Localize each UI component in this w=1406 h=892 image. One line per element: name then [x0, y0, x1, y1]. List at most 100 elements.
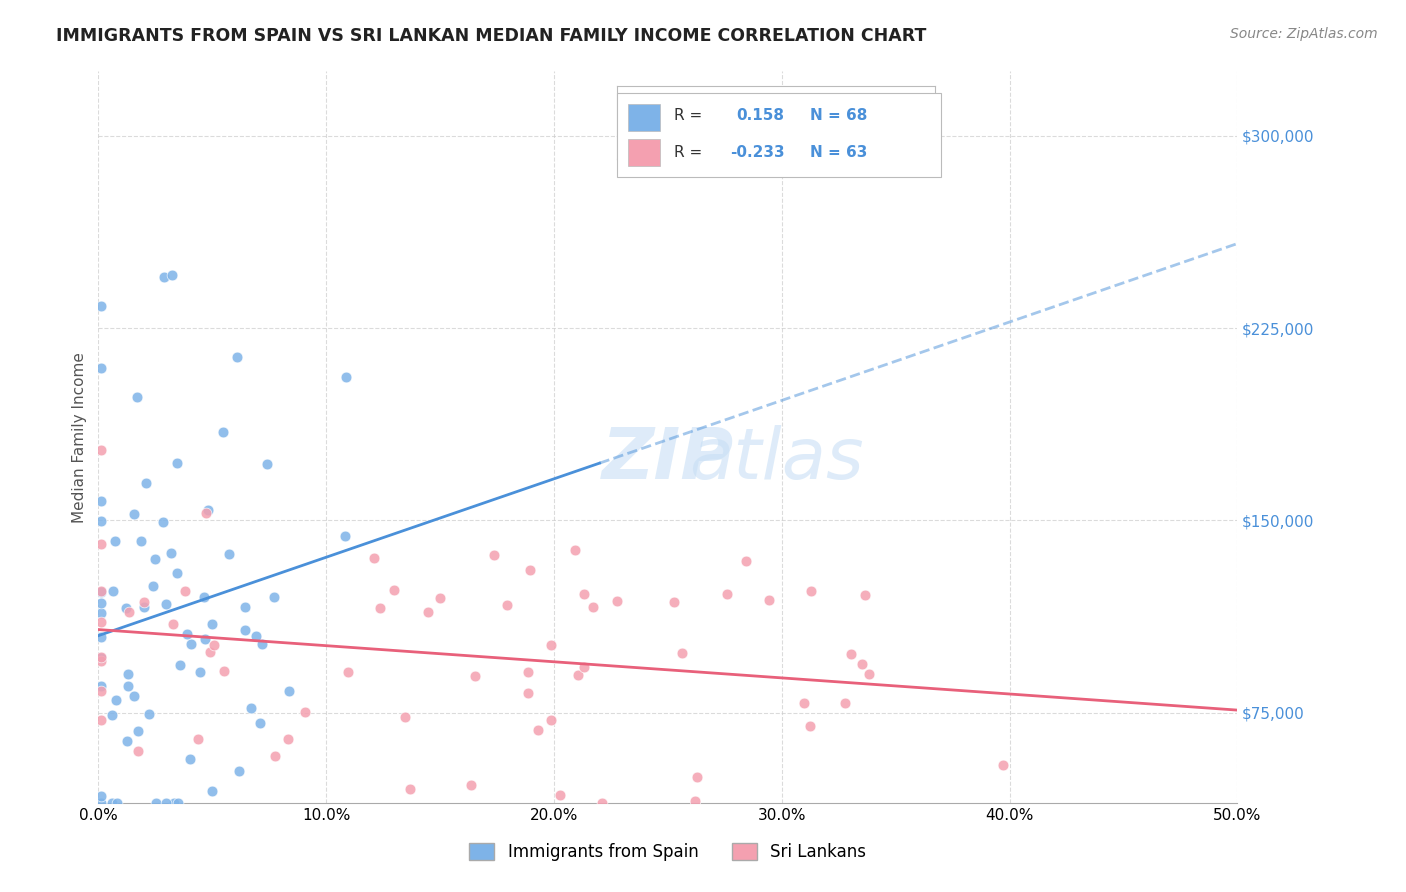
Text: R =: R =	[673, 109, 702, 123]
Point	[228, 764, 250, 778]
Y-axis label: Median Family Income: Median Family Income	[72, 351, 87, 523]
Point	[793, 696, 815, 710]
Point	[101, 584, 124, 599]
Point	[195, 506, 218, 520]
Point	[180, 637, 202, 651]
Point	[194, 632, 217, 647]
Point	[263, 590, 285, 604]
Text: R =: R =	[673, 145, 702, 160]
Point	[90, 713, 112, 727]
Point	[201, 617, 224, 632]
Point	[839, 647, 862, 661]
Text: 0.158: 0.158	[737, 109, 785, 123]
Point	[90, 514, 112, 528]
Point	[800, 584, 823, 599]
Point	[394, 710, 416, 724]
Point	[90, 442, 112, 457]
Point	[834, 696, 856, 710]
Point	[197, 503, 219, 517]
Point	[115, 601, 138, 615]
Point	[162, 616, 184, 631]
Point	[363, 551, 385, 566]
Point	[90, 789, 112, 804]
Point	[277, 731, 299, 746]
Point	[107, 796, 129, 810]
Point	[90, 299, 112, 313]
Point	[683, 795, 706, 809]
Point	[591, 796, 613, 810]
Point	[382, 582, 405, 597]
Point	[264, 749, 287, 764]
Point	[464, 669, 486, 683]
Point	[173, 583, 195, 598]
FancyBboxPatch shape	[617, 94, 941, 178]
FancyBboxPatch shape	[628, 138, 659, 167]
Point	[90, 679, 112, 693]
Point	[249, 715, 271, 730]
Point	[686, 770, 709, 784]
Text: atlas: atlas	[689, 425, 863, 493]
Point	[496, 598, 519, 612]
Point	[127, 723, 149, 738]
Point	[90, 606, 112, 620]
Point	[155, 796, 177, 810]
Point	[125, 391, 148, 405]
Point	[132, 599, 155, 614]
Point	[460, 778, 482, 792]
Point	[233, 599, 256, 614]
Point	[90, 494, 112, 508]
Point	[416, 605, 439, 619]
Point	[235, 623, 257, 637]
Point	[90, 654, 112, 668]
Point	[527, 723, 550, 737]
Point	[145, 796, 167, 810]
Point	[101, 708, 124, 723]
Point	[519, 564, 541, 578]
Point	[142, 579, 165, 593]
Point	[572, 587, 595, 601]
Point	[250, 637, 273, 651]
Point	[143, 552, 166, 566]
Point	[716, 586, 738, 600]
Text: N = 63: N = 63	[810, 145, 868, 160]
Point	[90, 615, 112, 630]
Legend: Immigrants from Spain, Sri Lankans: Immigrants from Spain, Sri Lankans	[463, 836, 873, 868]
Point	[540, 713, 562, 727]
Point	[90, 584, 112, 599]
Point	[160, 268, 183, 282]
Point	[160, 546, 183, 560]
Point	[335, 370, 357, 384]
FancyBboxPatch shape	[628, 103, 659, 131]
Text: IMMIGRANTS FROM SPAIN VS SRI LANKAN MEDIAN FAMILY INCOME CORRELATION CHART: IMMIGRANTS FROM SPAIN VS SRI LANKAN MEDI…	[56, 27, 927, 45]
Point	[90, 650, 112, 665]
Point	[582, 600, 605, 615]
Text: Source: ZipAtlas.com: Source: ZipAtlas.com	[1230, 27, 1378, 41]
Point	[245, 629, 267, 643]
Point	[198, 645, 221, 659]
Point	[117, 667, 139, 681]
Point	[100, 796, 122, 810]
Point	[190, 665, 212, 679]
Point	[548, 789, 571, 803]
Point	[735, 553, 758, 567]
Point	[118, 605, 141, 619]
Point	[122, 507, 145, 521]
Point	[169, 657, 191, 672]
Point	[256, 457, 278, 471]
Point	[138, 707, 160, 722]
Point	[179, 752, 201, 766]
Point	[368, 600, 391, 615]
Point	[90, 796, 112, 810]
Point	[166, 456, 188, 470]
Point	[104, 534, 127, 549]
Point	[211, 425, 233, 439]
Point	[671, 646, 693, 660]
Point	[399, 782, 422, 797]
Point	[90, 650, 112, 665]
Text: ZIP: ZIP	[602, 425, 734, 493]
Point	[90, 585, 112, 599]
Point	[482, 548, 505, 562]
Text: N = 68: N = 68	[810, 109, 868, 123]
Point	[90, 596, 112, 610]
Point	[122, 690, 145, 704]
